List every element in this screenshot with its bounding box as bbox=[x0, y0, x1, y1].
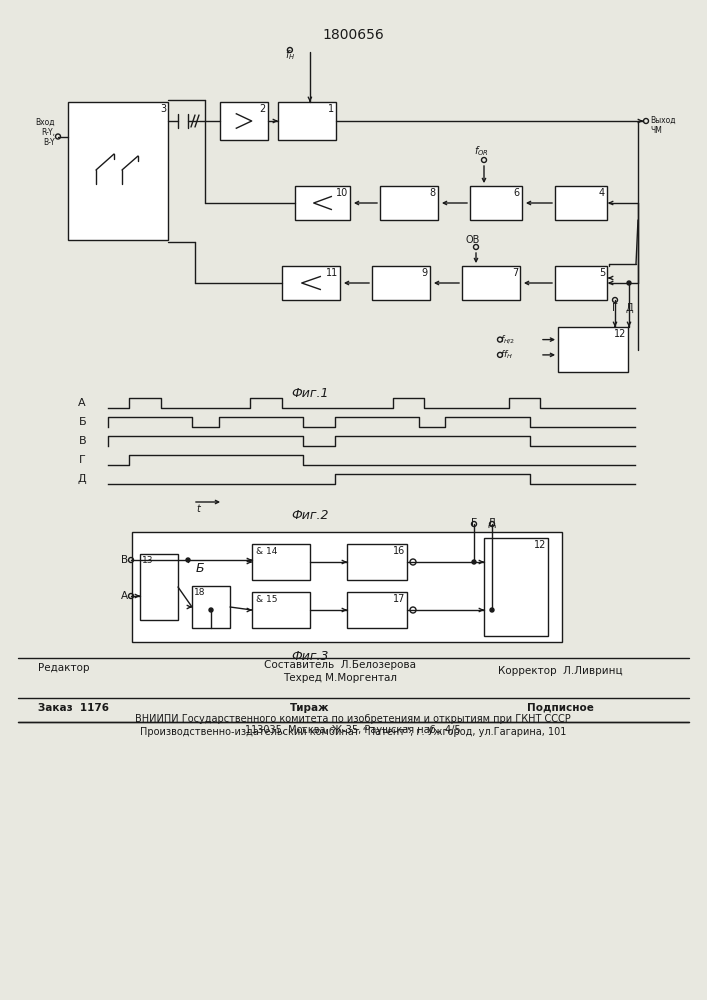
Text: $ff_H$: $ff_H$ bbox=[500, 349, 513, 361]
Text: 13: 13 bbox=[142, 556, 153, 565]
Text: $f_{OR}$: $f_{OR}$ bbox=[474, 144, 489, 158]
Text: 3: 3 bbox=[160, 104, 166, 114]
Text: 8: 8 bbox=[430, 188, 436, 198]
Text: 7: 7 bbox=[512, 268, 518, 278]
Text: 16: 16 bbox=[393, 546, 405, 556]
Text: ОВ: ОВ bbox=[466, 235, 480, 245]
Circle shape bbox=[627, 281, 631, 285]
Text: ВНИИПИ Государственного комитета по изобретениям и открытиям при ГКНТ СССР: ВНИИПИ Государственного комитета по изоб… bbox=[135, 714, 571, 724]
Bar bbox=[278, 102, 336, 140]
Circle shape bbox=[472, 560, 476, 564]
Text: В: В bbox=[78, 436, 86, 446]
Bar bbox=[555, 266, 607, 300]
Bar bbox=[372, 266, 430, 300]
Text: Тираж: Тираж bbox=[291, 703, 329, 713]
Text: Производственно-издательский комбинат “Патент”, г. Ужгород, ул.Гагарина, 101: Производственно-издательский комбинат “П… bbox=[140, 727, 566, 737]
Text: Фиг.3: Фиг.3 bbox=[291, 650, 329, 663]
Circle shape bbox=[186, 558, 190, 562]
Bar bbox=[220, 102, 268, 140]
Text: 11: 11 bbox=[326, 268, 338, 278]
Text: 6: 6 bbox=[514, 188, 520, 198]
Text: Редактор: Редактор bbox=[38, 663, 90, 673]
Text: Вход
R-Y,
B-Y: Вход R-Y, B-Y bbox=[35, 118, 55, 147]
Text: $f_{H/2}$: $f_{H/2}$ bbox=[500, 333, 515, 346]
Circle shape bbox=[209, 608, 213, 612]
Text: 17: 17 bbox=[392, 594, 405, 604]
Text: $f_H$: $f_H$ bbox=[285, 48, 296, 62]
Text: Б: Б bbox=[78, 417, 86, 427]
Text: Г: Г bbox=[79, 455, 86, 465]
Text: Г: Г bbox=[612, 303, 618, 313]
Bar bbox=[558, 327, 628, 372]
Bar bbox=[555, 186, 607, 220]
Text: 1800656: 1800656 bbox=[322, 28, 384, 42]
Text: 2: 2 bbox=[259, 104, 266, 114]
Text: Д: Д bbox=[488, 518, 496, 528]
Bar bbox=[470, 186, 522, 220]
Bar bbox=[347, 544, 407, 580]
Text: Б: Б bbox=[196, 562, 204, 575]
Text: А: А bbox=[121, 591, 128, 601]
Text: А: А bbox=[78, 398, 86, 408]
Circle shape bbox=[490, 608, 494, 612]
Text: В: В bbox=[121, 555, 128, 565]
Bar bbox=[252, 544, 310, 580]
Text: & 14: & 14 bbox=[256, 547, 277, 556]
Bar bbox=[462, 266, 520, 300]
Text: & 15: & 15 bbox=[256, 595, 278, 604]
Bar bbox=[192, 586, 230, 628]
Text: Г: Г bbox=[471, 518, 477, 528]
Text: Д: Д bbox=[77, 474, 86, 484]
Text: 10: 10 bbox=[336, 188, 348, 198]
Text: 12: 12 bbox=[534, 540, 546, 550]
Bar bbox=[132, 532, 562, 642]
Text: 1: 1 bbox=[328, 104, 334, 114]
Text: Подписное: Подписное bbox=[527, 703, 593, 713]
Text: 4: 4 bbox=[599, 188, 605, 198]
Text: t: t bbox=[196, 504, 200, 514]
Text: Корректор  Л.Ливринц: Корректор Л.Ливринц bbox=[498, 666, 622, 676]
Text: Заказ  1176: Заказ 1176 bbox=[38, 703, 109, 713]
Text: 5: 5 bbox=[599, 268, 605, 278]
Bar bbox=[380, 186, 438, 220]
Text: 12: 12 bbox=[614, 329, 626, 339]
Bar bbox=[347, 592, 407, 628]
Bar bbox=[140, 554, 178, 620]
Text: 18: 18 bbox=[194, 588, 206, 597]
Text: Фиг.1: Фиг.1 bbox=[291, 387, 329, 400]
Text: 9: 9 bbox=[422, 268, 428, 278]
Bar bbox=[282, 266, 340, 300]
Text: Д: Д bbox=[625, 303, 633, 313]
Bar bbox=[484, 538, 548, 636]
Text: Выход
ЧМ: Выход ЧМ bbox=[650, 116, 675, 135]
Text: 113035, Москва, Ж-35, Раушская наб., 4/5: 113035, Москва, Ж-35, Раушская наб., 4/5 bbox=[245, 725, 461, 735]
Text: Техред М.Моргентал: Техред М.Моргентал bbox=[283, 673, 397, 683]
Bar bbox=[68, 102, 168, 240]
Text: Фиг.2: Фиг.2 bbox=[291, 509, 329, 522]
Text: Составитель  Л.Белозерова: Составитель Л.Белозерова bbox=[264, 660, 416, 670]
Bar bbox=[252, 592, 310, 628]
Bar bbox=[295, 186, 350, 220]
